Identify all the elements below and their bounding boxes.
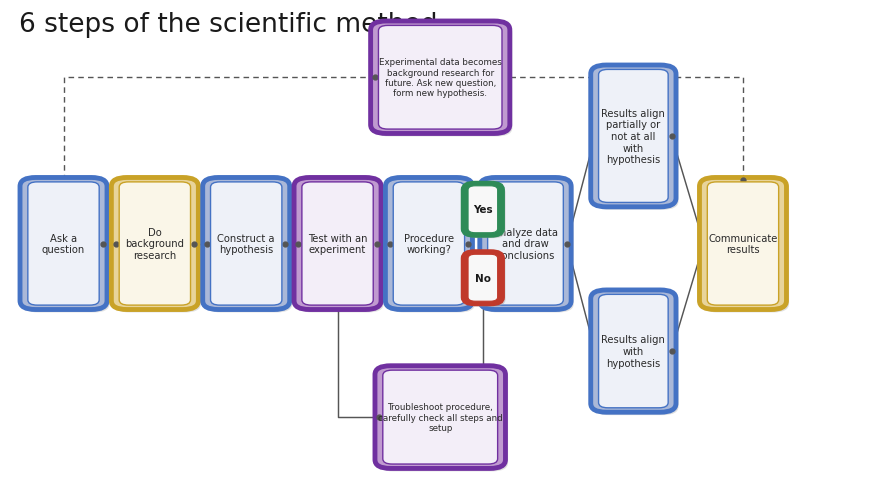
FancyBboxPatch shape <box>465 254 505 307</box>
FancyBboxPatch shape <box>468 186 497 233</box>
Text: No: No <box>474 273 490 283</box>
FancyBboxPatch shape <box>210 183 282 305</box>
FancyBboxPatch shape <box>302 183 373 305</box>
Text: Construct a
hypothesis: Construct a hypothesis <box>217 233 275 255</box>
FancyBboxPatch shape <box>462 252 502 305</box>
FancyBboxPatch shape <box>20 178 107 310</box>
FancyBboxPatch shape <box>296 181 383 313</box>
FancyBboxPatch shape <box>462 183 502 236</box>
FancyBboxPatch shape <box>593 69 678 210</box>
FancyBboxPatch shape <box>382 370 497 464</box>
Text: Test with an
experiment: Test with an experiment <box>308 233 367 255</box>
FancyBboxPatch shape <box>393 183 464 305</box>
Text: 6 steps of the scientific method: 6 steps of the scientific method <box>19 12 437 38</box>
FancyBboxPatch shape <box>487 183 563 305</box>
FancyBboxPatch shape <box>468 255 497 302</box>
Text: Experimental data becomes
background research for
future. Ask new question,
form: Experimental data becomes background res… <box>378 58 501 98</box>
Text: Troubleshoot procedure,
carefully check all steps and
setup: Troubleshoot procedure, carefully check … <box>377 403 502 432</box>
FancyBboxPatch shape <box>598 70 667 203</box>
Text: Yes: Yes <box>473 205 492 215</box>
FancyBboxPatch shape <box>119 183 190 305</box>
FancyBboxPatch shape <box>590 66 675 207</box>
FancyBboxPatch shape <box>373 25 512 137</box>
FancyBboxPatch shape <box>202 178 289 310</box>
FancyBboxPatch shape <box>111 178 198 310</box>
Text: Do
background
research: Do background research <box>125 227 184 261</box>
FancyBboxPatch shape <box>598 295 667 408</box>
FancyBboxPatch shape <box>388 181 474 313</box>
Text: Ask a
question: Ask a question <box>42 233 85 255</box>
FancyBboxPatch shape <box>480 178 570 310</box>
FancyBboxPatch shape <box>481 181 574 313</box>
FancyBboxPatch shape <box>706 183 778 305</box>
Text: Results align
partially or
not at all
with
hypothesis: Results align partially or not at all wi… <box>600 108 665 165</box>
FancyBboxPatch shape <box>294 178 381 310</box>
FancyBboxPatch shape <box>378 26 501 130</box>
FancyBboxPatch shape <box>385 178 472 310</box>
FancyBboxPatch shape <box>375 366 505 468</box>
FancyBboxPatch shape <box>701 181 788 313</box>
FancyBboxPatch shape <box>23 181 109 313</box>
Text: Analyze data
and draw
conclusions: Analyze data and draw conclusions <box>493 227 557 261</box>
FancyBboxPatch shape <box>370 22 509 134</box>
FancyBboxPatch shape <box>593 293 678 415</box>
Text: Communicate
results: Communicate results <box>707 233 777 255</box>
FancyBboxPatch shape <box>699 178 786 310</box>
FancyBboxPatch shape <box>590 290 675 412</box>
FancyBboxPatch shape <box>28 183 99 305</box>
Text: Results align
with
hypothesis: Results align with hypothesis <box>600 335 665 368</box>
FancyBboxPatch shape <box>377 369 507 471</box>
FancyBboxPatch shape <box>114 181 201 313</box>
Text: Procedure
working?: Procedure working? <box>403 233 454 255</box>
FancyBboxPatch shape <box>205 181 292 313</box>
FancyBboxPatch shape <box>465 186 505 239</box>
